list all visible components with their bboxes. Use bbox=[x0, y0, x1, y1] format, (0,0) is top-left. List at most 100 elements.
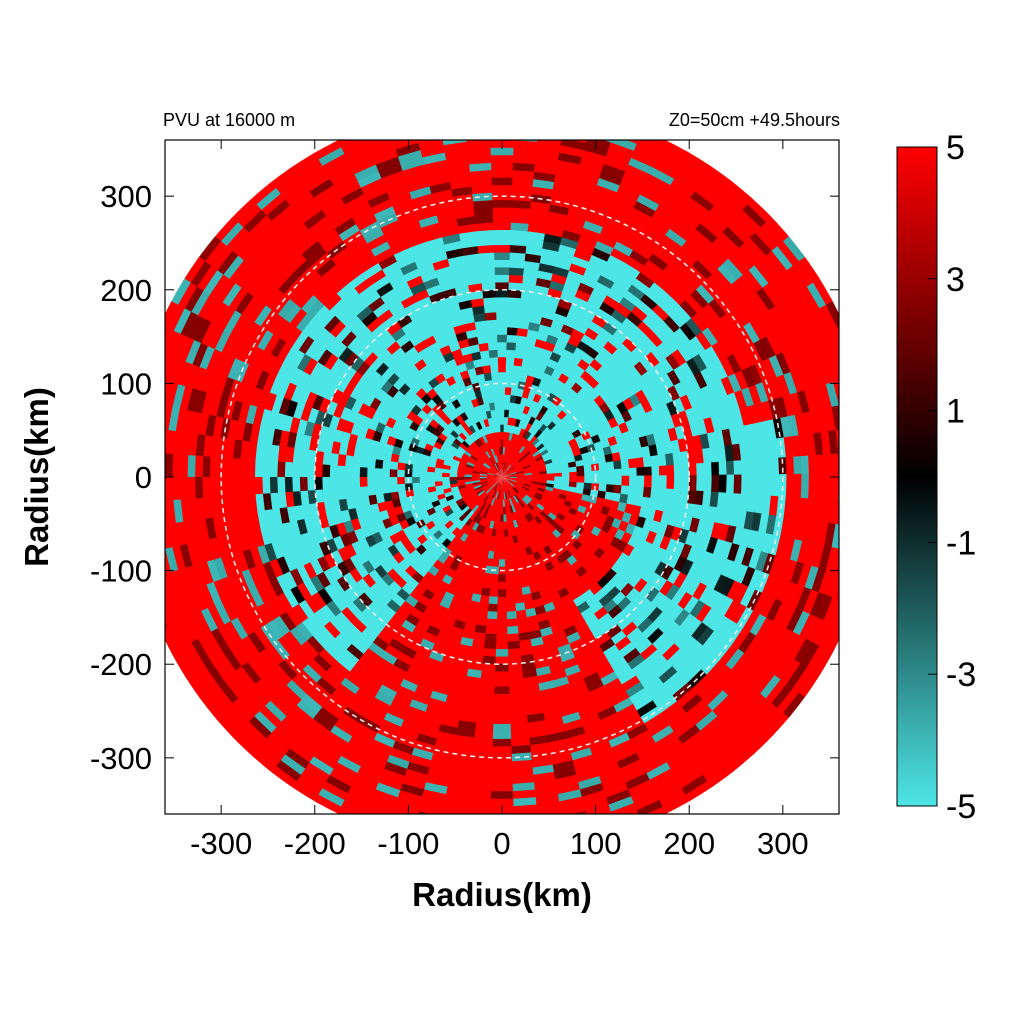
field-cell bbox=[677, 722, 704, 745]
field-cell bbox=[497, 514, 502, 523]
field-cell bbox=[130, 399, 143, 430]
field-cell bbox=[283, 254, 307, 277]
field-cell bbox=[502, 469, 504, 477]
field-cell bbox=[868, 473, 877, 503]
field-cell bbox=[480, 467, 489, 472]
field-cell bbox=[441, 441, 452, 450]
field-cell bbox=[213, 278, 236, 306]
field-cell bbox=[426, 625, 442, 638]
field-cell bbox=[471, 760, 495, 770]
field-cell bbox=[518, 517, 526, 527]
field-cell bbox=[639, 805, 670, 814]
field-cell bbox=[714, 613, 733, 636]
field-cell bbox=[435, 437, 445, 446]
field-cell bbox=[530, 447, 539, 455]
field-cell bbox=[518, 455, 526, 463]
field-cell bbox=[521, 523, 530, 534]
field-cell bbox=[815, 473, 825, 500]
field-cell bbox=[529, 510, 538, 519]
field-cell bbox=[431, 753, 456, 766]
field-cell bbox=[619, 492, 629, 504]
field-cell bbox=[464, 471, 473, 476]
field-cell bbox=[316, 349, 333, 368]
field-cell bbox=[494, 679, 512, 688]
field-cell bbox=[695, 416, 708, 435]
field-cell bbox=[784, 319, 804, 346]
field-cell bbox=[611, 738, 637, 756]
field-cell bbox=[447, 512, 457, 522]
field-cell bbox=[329, 768, 358, 789]
field-cell bbox=[367, 642, 387, 659]
field-cell bbox=[679, 201, 706, 224]
field-cell bbox=[268, 205, 295, 229]
field-cell bbox=[753, 399, 767, 423]
field-cell bbox=[787, 632, 809, 660]
field-cell bbox=[824, 297, 839, 328]
field-cell bbox=[786, 660, 810, 689]
field-cell bbox=[488, 596, 500, 605]
field-cell bbox=[550, 173, 577, 187]
field-cell bbox=[624, 310, 643, 327]
field-cell bbox=[760, 280, 782, 307]
field-cell bbox=[554, 250, 574, 264]
field-cell bbox=[185, 388, 200, 415]
field-cell bbox=[587, 732, 612, 749]
field-cell bbox=[734, 206, 761, 233]
field-cell bbox=[285, 536, 299, 557]
field-cell bbox=[400, 645, 419, 661]
field-cell bbox=[582, 487, 592, 496]
field-cell bbox=[233, 361, 249, 385]
field-cell bbox=[594, 698, 617, 714]
field-cell bbox=[521, 350, 533, 361]
field-cell bbox=[563, 718, 586, 732]
field-cell bbox=[338, 712, 363, 732]
field-cell bbox=[516, 443, 524, 453]
field-cell bbox=[819, 619, 839, 650]
field-cell bbox=[367, 485, 377, 498]
field-cell bbox=[569, 476, 578, 483]
field-cell bbox=[524, 430, 532, 440]
field-cell bbox=[353, 496, 364, 510]
field-cell bbox=[268, 166, 297, 191]
x-tick-label: -200 bbox=[284, 826, 346, 861]
field-cell bbox=[777, 685, 802, 714]
field-cell bbox=[199, 322, 218, 350]
field-cell bbox=[740, 384, 755, 407]
field-cell bbox=[656, 196, 683, 217]
field-cell bbox=[760, 355, 777, 380]
y-tick-label: 0 bbox=[135, 460, 152, 495]
field-cell bbox=[314, 477, 323, 493]
field-cell bbox=[472, 530, 481, 541]
field-cell bbox=[312, 631, 332, 651]
field-cell bbox=[561, 114, 591, 128]
field-cell bbox=[738, 344, 756, 368]
field-cell bbox=[514, 442, 521, 452]
field-cell bbox=[335, 223, 360, 243]
field-cell bbox=[470, 305, 485, 316]
field-cell bbox=[193, 540, 208, 567]
field-cell bbox=[510, 448, 516, 457]
field-cell bbox=[854, 370, 869, 401]
field-cell bbox=[474, 486, 483, 492]
field-cell bbox=[700, 246, 724, 269]
field-cell bbox=[527, 313, 542, 325]
field-cell bbox=[182, 520, 195, 548]
field-cell bbox=[523, 450, 532, 458]
field-cell bbox=[516, 616, 530, 627]
field-cell bbox=[494, 544, 501, 553]
field-cell bbox=[680, 268, 702, 290]
field-cell bbox=[604, 452, 614, 463]
field-cell bbox=[673, 717, 699, 739]
field-cell bbox=[203, 659, 226, 688]
field-cell bbox=[439, 662, 457, 675]
field-cell bbox=[596, 760, 624, 777]
field-cell bbox=[537, 461, 546, 467]
field-cell bbox=[663, 669, 685, 690]
field-cell bbox=[467, 343, 480, 354]
field-cell bbox=[466, 668, 484, 679]
field-cell bbox=[552, 440, 562, 449]
field-cell bbox=[778, 454, 788, 477]
field-cell bbox=[689, 310, 709, 332]
field-cell bbox=[200, 392, 214, 418]
field-cell bbox=[414, 685, 435, 700]
